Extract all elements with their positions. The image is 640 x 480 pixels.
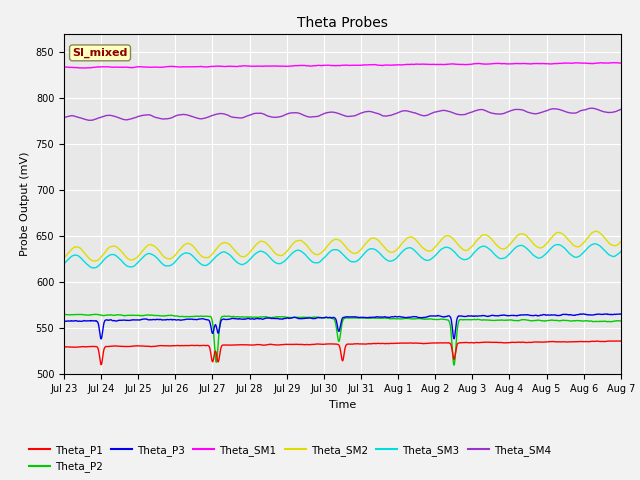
- Theta_P3: [97, 336, 105, 342]
- Theta_P1: [308, 342, 316, 348]
- Theta_SM2: [617, 239, 625, 244]
- Line: Theta_P3: Theta_P3: [64, 314, 621, 339]
- Theta_SM2: [126, 257, 134, 263]
- Theta_SM4: [308, 114, 316, 120]
- Theta_SM3: [318, 257, 326, 263]
- Theta_P3: [378, 314, 385, 320]
- Theta_P2: [104, 312, 111, 318]
- X-axis label: Time: Time: [329, 400, 356, 409]
- Title: Theta Probes: Theta Probes: [297, 16, 388, 30]
- Theta_P1: [617, 338, 625, 344]
- Theta_SM4: [318, 111, 326, 117]
- Theta_P1: [318, 341, 326, 347]
- Theta_SM2: [92, 258, 99, 264]
- Line: Theta_SM4: Theta_SM4: [64, 108, 621, 120]
- Theta_P1: [297, 342, 305, 348]
- Theta_P2: [308, 314, 316, 320]
- Theta_SM3: [60, 261, 68, 267]
- Theta_P1: [378, 341, 385, 347]
- Theta_P2: [297, 314, 305, 320]
- Theta_SM3: [378, 252, 385, 258]
- Theta_P2: [318, 315, 326, 321]
- Line: Theta_P2: Theta_P2: [64, 314, 621, 365]
- Theta_P3: [617, 311, 625, 317]
- Theta_P1: [97, 362, 105, 368]
- Theta_SM1: [126, 64, 134, 70]
- Theta_P2: [450, 362, 458, 368]
- Theta_SM2: [318, 249, 326, 255]
- Theta_SM3: [297, 248, 305, 254]
- Theta_P3: [308, 316, 316, 322]
- Theta_P3: [60, 318, 68, 324]
- Theta_SM3: [104, 254, 111, 260]
- Theta_P1: [104, 344, 111, 349]
- Theta_SM4: [104, 112, 111, 118]
- Theta_SM1: [617, 60, 625, 66]
- Theta_P2: [92, 312, 99, 317]
- Theta_P2: [60, 312, 68, 317]
- Theta_SM1: [378, 62, 385, 68]
- Theta_P2: [617, 318, 625, 324]
- Theta_SM1: [297, 62, 305, 68]
- Theta_SM1: [60, 64, 68, 70]
- Legend: Theta_P1, Theta_P2, Theta_P3, Theta_SM1, Theta_SM2, Theta_SM3, Theta_SM4: Theta_P1, Theta_P2, Theta_P3, Theta_SM1,…: [25, 441, 555, 476]
- Theta_SM1: [308, 63, 316, 69]
- Theta_P3: [104, 317, 111, 323]
- Theta_P3: [297, 316, 305, 322]
- Theta_SM1: [609, 60, 617, 65]
- Theta_SM4: [589, 105, 597, 111]
- Theta_P1: [126, 344, 134, 349]
- Theta_SM2: [378, 241, 385, 247]
- Theta_P3: [579, 311, 587, 317]
- Line: Theta_SM3: Theta_SM3: [64, 244, 621, 268]
- Theta_SM3: [126, 264, 134, 270]
- Theta_SM4: [378, 112, 385, 118]
- Y-axis label: Probe Output (mV): Probe Output (mV): [20, 152, 30, 256]
- Line: Theta_SM1: Theta_SM1: [64, 62, 621, 68]
- Theta_P3: [318, 315, 326, 321]
- Theta_SM4: [60, 115, 68, 120]
- Theta_SM1: [318, 63, 326, 69]
- Line: Theta_P1: Theta_P1: [64, 341, 621, 365]
- Theta_SM2: [308, 249, 316, 255]
- Theta_SM3: [617, 249, 625, 254]
- Text: SI_mixed: SI_mixed: [72, 48, 128, 58]
- Theta_SM2: [593, 228, 600, 234]
- Theta_SM4: [297, 111, 305, 117]
- Theta_P2: [126, 312, 134, 318]
- Theta_SM4: [85, 118, 93, 123]
- Theta_P1: [60, 344, 68, 349]
- Theta_P1: [607, 338, 615, 344]
- Theta_SM3: [89, 265, 97, 271]
- Theta_SM3: [591, 241, 598, 247]
- Theta_SM1: [80, 65, 88, 71]
- Theta_SM4: [126, 116, 134, 122]
- Theta_SM2: [297, 238, 305, 243]
- Theta_SM2: [104, 246, 111, 252]
- Theta_P2: [378, 315, 385, 321]
- Theta_SM2: [60, 255, 68, 261]
- Theta_SM4: [617, 107, 625, 112]
- Theta_SM1: [104, 64, 111, 70]
- Theta_SM3: [308, 259, 316, 264]
- Theta_P3: [126, 318, 134, 324]
- Line: Theta_SM2: Theta_SM2: [64, 231, 621, 261]
